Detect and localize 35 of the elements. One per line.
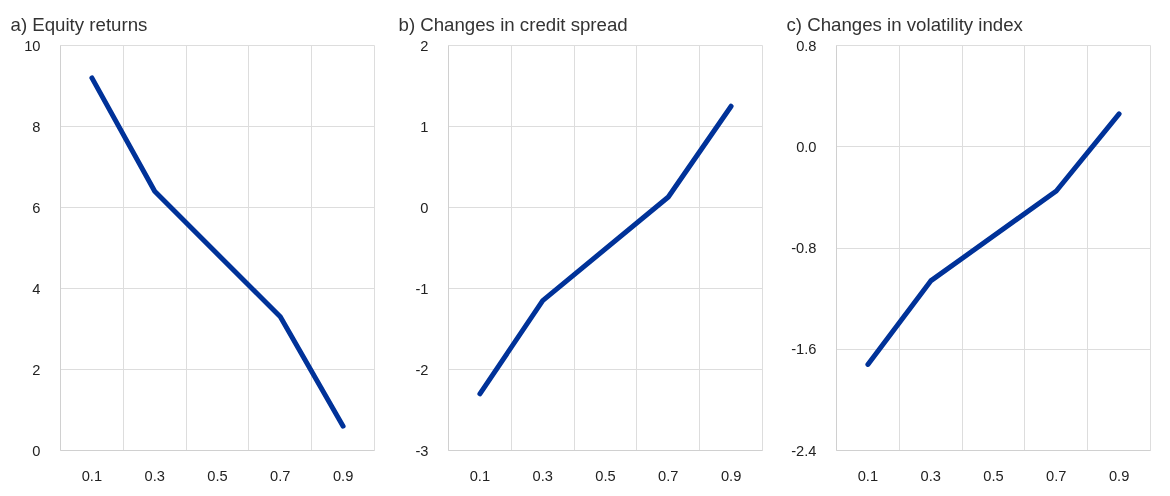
x-tick-label: 0.9 <box>1108 467 1130 484</box>
x-tick-label: 0.7 <box>1046 467 1067 484</box>
x-tick-label: 0.1 <box>857 467 879 484</box>
x-tick-label: 0.5 <box>207 467 228 484</box>
x-tick-label: 0.3 <box>532 467 553 484</box>
y-tick-label: 2 <box>32 361 41 378</box>
y-tick-label: 4 <box>32 280 41 297</box>
y-tick-label: 6 <box>32 199 41 216</box>
x-tick-label: 0.1 <box>81 467 103 484</box>
y-tick-label: -2.4 <box>791 442 817 459</box>
x-tick-label: 0.9 <box>332 467 354 484</box>
y-tick-label: 0 <box>420 199 429 216</box>
y-tick-label: 2 <box>420 37 429 54</box>
chart-title: c) Changes in volatility index <box>786 13 1024 35</box>
x-tick-label: 0.5 <box>983 467 1004 484</box>
x-tick-label: 0.5 <box>595 467 616 484</box>
y-tick-label: -2 <box>415 361 429 378</box>
y-tick-label: 8 <box>32 118 41 135</box>
y-tick-label: 0.0 <box>796 138 817 155</box>
x-tick-label: 0.9 <box>720 467 742 484</box>
y-tick-label: 0.8 <box>796 37 817 54</box>
x-tick-label: 0.3 <box>144 467 165 484</box>
y-tick-label: -0.8 <box>791 240 817 256</box>
y-tick-label: -1 <box>415 280 429 297</box>
y-tick-label: 1 <box>420 118 429 135</box>
x-tick-label: 0.3 <box>920 467 941 484</box>
chart-title: b) Changes in credit spread <box>398 13 628 35</box>
y-tick-label: -3 <box>415 442 429 459</box>
x-tick-label: 0.1 <box>469 467 491 484</box>
y-tick-label: 0 <box>32 442 41 459</box>
y-tick-label: -1.6 <box>791 341 817 358</box>
chart-title: a) Equity returns <box>10 13 148 35</box>
y-tick-label: 10 <box>24 37 41 54</box>
x-tick-label: 0.7 <box>658 467 679 484</box>
x-tick-label: 0.7 <box>270 467 291 484</box>
